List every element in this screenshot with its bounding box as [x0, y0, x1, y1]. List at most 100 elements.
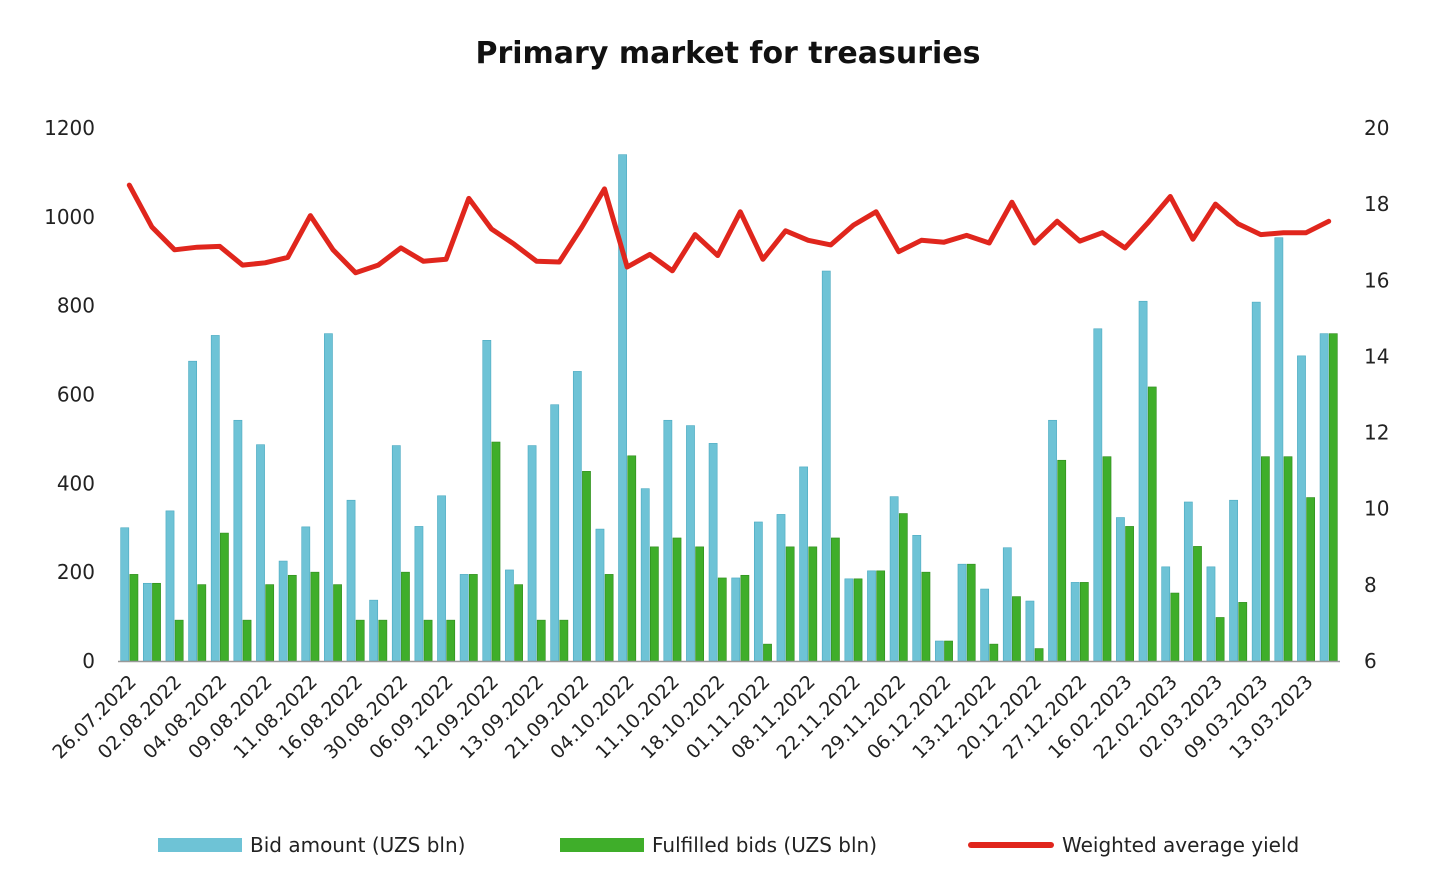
fulfilled-bids-bar [944, 640, 953, 662]
weighted-average-yield-line [126, 182, 1332, 276]
fulfilled-bids-bar [898, 513, 908, 662]
bid-amount-bar [459, 574, 469, 662]
fulfilled-bids-bar [989, 643, 999, 662]
fulfilled-bids-bar [582, 471, 591, 662]
bid-amount-bar [1048, 419, 1057, 662]
fulfilled-bids-bar [242, 619, 252, 662]
fulfilled-bids-bar [853, 578, 863, 662]
fulfilled-bids-bar [1147, 386, 1157, 662]
legend-label-bid-amount: Bid amount (UZS bln) [250, 833, 466, 857]
y-left-tick-label: 0 [82, 649, 95, 673]
bid-amount-bar [233, 419, 243, 662]
bid-amount-bar [663, 419, 673, 662]
legend-swatch-fulfilled-bids [560, 838, 644, 852]
fulfilled-bids-bar [446, 619, 456, 662]
legend-swatch-bid-amount [158, 838, 242, 852]
fulfilled-bids-bar [1012, 596, 1021, 662]
bid-amount-bar [120, 527, 130, 662]
fulfilled-bids-bar [1170, 592, 1180, 662]
bid-amount-bar [482, 340, 492, 662]
fulfilled-bids-bar [763, 643, 772, 662]
bid-amount-bar [324, 333, 333, 662]
bid-amount-bar [437, 495, 446, 662]
bid-amount-bar [165, 510, 175, 662]
bid-amount-bar [505, 569, 514, 662]
fulfilled-bids-bar [740, 574, 750, 662]
legend-item-bid-amount: Bid amount (UZS bln) [158, 830, 465, 860]
bid-amount-bar [889, 496, 899, 662]
bid-amount-bar [1025, 600, 1035, 662]
bid-amount-bar [776, 514, 786, 662]
bid-amount-bar [708, 443, 718, 662]
fulfilled-bids-bar [310, 571, 320, 662]
bid-amount-bar [572, 371, 582, 662]
bid-amount-bar [1002, 547, 1012, 662]
bid-amount-bar [1251, 301, 1261, 662]
fulfilled-bids-bar [1328, 333, 1338, 662]
fulfilled-bids-bar [401, 571, 410, 662]
bid-amount-bar [799, 466, 809, 662]
bid-amount-bar [414, 526, 424, 662]
bid-amount-bar [1093, 328, 1103, 662]
fulfilled-bids-bar [468, 574, 478, 662]
y-right-tick-label: 20 [1364, 116, 1389, 140]
fulfilled-bids-bar [287, 574, 297, 662]
y-left-tick-label: 200 [57, 560, 95, 584]
bid-amount-bar [935, 640, 944, 662]
fulfilled-bids-bar [649, 546, 659, 662]
fulfilled-bids-bar [129, 574, 139, 662]
bid-amount-bar [821, 270, 831, 662]
bid-amount-bar [1161, 566, 1171, 662]
fulfilled-bids-bar [265, 584, 275, 662]
bid-amount-bar [980, 588, 990, 662]
bid-amount-bar [391, 445, 401, 662]
bid-amount-bar [1206, 566, 1216, 662]
bid-amount-bar [640, 488, 650, 662]
fulfilled-bids-bar [1034, 648, 1044, 662]
fulfilled-bids-bar [604, 574, 614, 662]
bid-amount-bar [301, 526, 311, 662]
legend-item-weighted-average-yield: Weighted average yield [968, 830, 1299, 860]
bid-amount-bar [1138, 300, 1148, 662]
bid-amount-bar [346, 499, 356, 662]
bid-amount-bar [550, 404, 560, 662]
fulfilled-bids-bar [333, 584, 342, 662]
bid-amount-bar [686, 425, 695, 662]
legend: Bid amount (UZS bln) Fulfilled bids (UZS… [0, 830, 1456, 860]
y-left-tick-label: 600 [57, 383, 95, 407]
bid-amount-bar [527, 445, 537, 662]
bid-amount-bar [731, 577, 741, 662]
bid-amount-bar [618, 154, 627, 662]
bid-amount-bar [256, 444, 265, 662]
fulfilled-bids-bar [1215, 617, 1225, 662]
bid-amount-bar [1116, 517, 1125, 662]
bid-amount-bar [844, 578, 854, 662]
bid-amount-bar [867, 570, 876, 662]
y-left-tick-label: 1000 [44, 205, 95, 229]
fulfilled-bids-bar [1193, 546, 1202, 662]
fulfilled-bids-bar [1306, 497, 1316, 662]
fulfilled-bids-bar [627, 455, 637, 662]
chart-title: Primary market for treasuries [475, 36, 981, 71]
legend-item-fulfilled-bids: Fulfilled bids (UZS bln) [560, 830, 877, 860]
fulfilled-bids-bar [152, 582, 161, 662]
fulfilled-bids-bar [174, 619, 184, 662]
y-right-tick-label: 16 [1364, 268, 1389, 292]
y-left-tick-label: 1200 [44, 116, 95, 140]
fulfilled-bids-bar [423, 619, 433, 662]
y-left-tick-label: 800 [57, 294, 95, 318]
y-right-tick-label: 8 [1364, 573, 1377, 597]
fulfilled-bids-bar [1102, 456, 1112, 662]
bid-amount-bar [595, 528, 605, 662]
fulfilled-bids-bar [197, 584, 207, 662]
bid-amount-bar [142, 582, 152, 662]
fulfilled-bids-bar [1057, 459, 1067, 662]
y-right-tick-label: 14 [1364, 344, 1389, 368]
bid-amount-bar [1070, 582, 1080, 662]
y-right-tick-label: 10 [1364, 497, 1389, 521]
legend-swatch-weighted-average-yield [968, 842, 1054, 848]
fulfilled-bids-bar [514, 584, 523, 662]
fulfilled-bids-bar [378, 619, 388, 662]
fulfilled-bids-bar [921, 571, 931, 662]
